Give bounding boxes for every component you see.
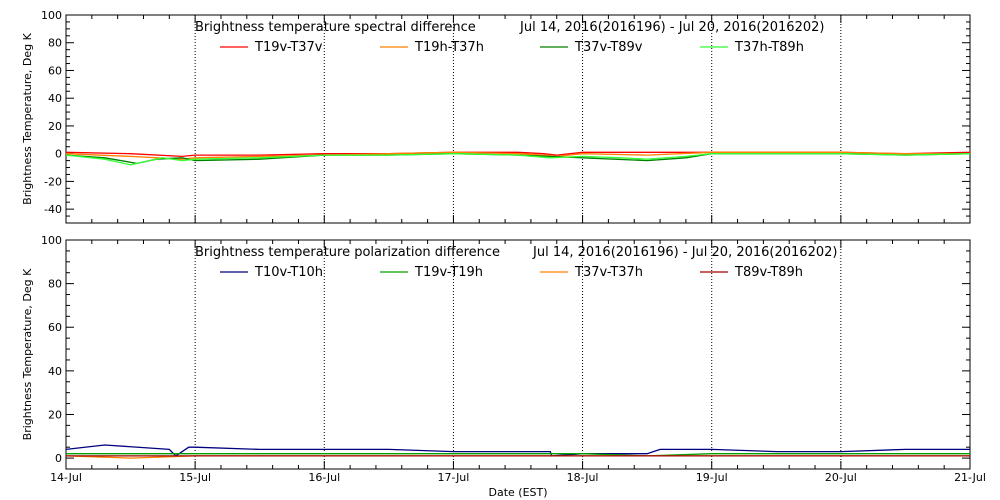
legend-label: T37v-T37h (574, 265, 643, 280)
x-tick-label: 21-Jul (954, 471, 986, 484)
y-axis-title: Brightness Temperature, Deg K (21, 268, 34, 440)
y-tick-label: 20 (48, 408, 62, 421)
y-axis-title: Brightness Temperature, Deg K (21, 32, 34, 204)
x-tick-label: 16-Jul (308, 471, 340, 484)
legend-label: T19h-T37h (414, 40, 484, 55)
y-tick-label: 80 (48, 278, 62, 291)
series-line-T19h-T37h (66, 151, 970, 160)
y-tick-label: 100 (41, 234, 62, 247)
legend-label: T37h-T89h (734, 40, 804, 55)
chart-panel-2: 0 20 40 60 80 100 14-Jul 15-Jul 16-Jul 17-Jul 18-J… (21, 234, 986, 499)
chart-panel-1: -40 -20 0 20 40 60 80 100 Brightness Temperature… (21, 9, 971, 224)
y-tick-label: 20 (48, 120, 62, 133)
x-tick-label: 14-Jul (50, 471, 82, 484)
x-tick-label: 20-Jul (825, 471, 857, 484)
y-tick-label: 80 (48, 37, 62, 50)
y-tick-label: 60 (48, 64, 62, 77)
y-tick-label: -20 (44, 175, 62, 188)
plot-frame (65, 239, 971, 470)
y-tick-label: 40 (48, 92, 62, 105)
legend-label: T89v-T89h (734, 265, 803, 280)
chart-date-range: Jul 14, 2016(2016196) - Jul 20, 2016(201… (519, 20, 824, 35)
legend-label: T37v-T89v (574, 40, 643, 55)
series-line-T19v-T19h (66, 453, 970, 457)
x-tick-label: 17-Jul (437, 471, 469, 484)
legend-label: T10v-T10h (254, 265, 323, 280)
chart-title: Brightness temperature spectral differen… (195, 20, 476, 35)
chart-title: Brightness temperature polarization diff… (195, 245, 500, 260)
y-tick-label: 100 (41, 9, 62, 22)
plot-frame (65, 14, 971, 224)
chart-date-range: Jul 14, 2016(2016196) - Jul 20, 2016(201… (532, 245, 837, 260)
y-tick-label: -40 (44, 203, 62, 216)
legend-label: T19v-T37v (254, 40, 323, 55)
series-line-T37h-T89h (66, 153, 970, 166)
x-tick-label: 19-Jul (696, 471, 728, 484)
x-tick-label: 15-Jul (179, 471, 211, 484)
legend-label: T19v-T19h (414, 265, 483, 280)
y-tick-label: 40 (48, 365, 62, 378)
y-tick-label: 60 (48, 321, 62, 334)
y-tick-label: 0 (55, 452, 62, 465)
series-line-T10v-T10h (66, 444, 970, 457)
y-tick-label: 0 (55, 148, 62, 161)
x-tick-label: 18-Jul (567, 471, 599, 484)
x-axis-title: Date (EST) (488, 486, 547, 499)
